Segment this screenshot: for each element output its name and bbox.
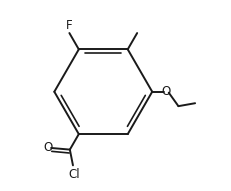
Text: F: F	[66, 19, 73, 32]
Text: O: O	[162, 85, 171, 98]
Text: O: O	[44, 142, 53, 155]
Text: Cl: Cl	[68, 168, 80, 181]
